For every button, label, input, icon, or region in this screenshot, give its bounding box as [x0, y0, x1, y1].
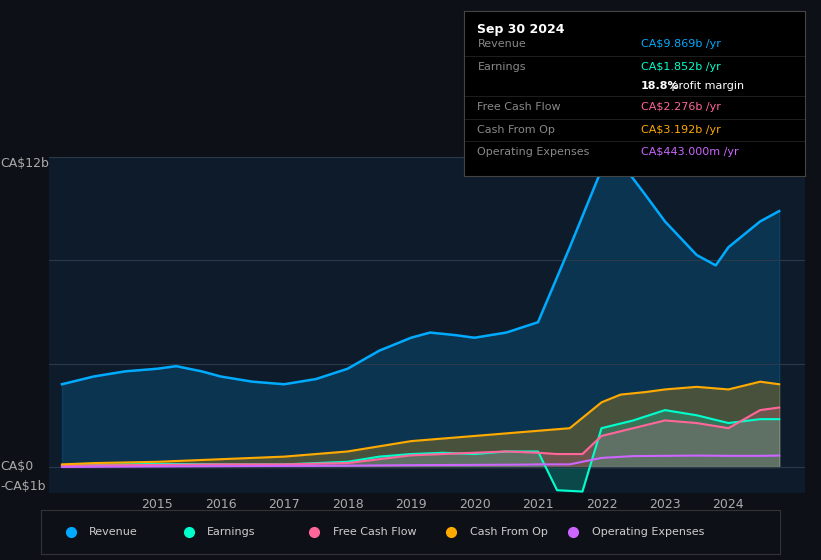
Text: Operating Expenses: Operating Expenses: [591, 527, 704, 537]
Text: Earnings: Earnings: [208, 527, 256, 537]
Text: Revenue: Revenue: [478, 39, 526, 49]
Text: Revenue: Revenue: [89, 527, 138, 537]
Text: Cash From Op: Cash From Op: [478, 125, 555, 135]
Text: CA$443.000m /yr: CA$443.000m /yr: [641, 147, 739, 157]
Text: CA$9.869b /yr: CA$9.869b /yr: [641, 39, 721, 49]
Text: Free Cash Flow: Free Cash Flow: [478, 102, 561, 112]
Text: profit margin: profit margin: [668, 81, 745, 91]
Text: CA$3.192b /yr: CA$3.192b /yr: [641, 125, 721, 135]
Text: Free Cash Flow: Free Cash Flow: [333, 527, 416, 537]
Text: CA$0: CA$0: [0, 460, 34, 473]
Text: Earnings: Earnings: [478, 62, 526, 72]
Text: Cash From Op: Cash From Op: [470, 527, 548, 537]
Text: CA$1.852b /yr: CA$1.852b /yr: [641, 62, 721, 72]
Text: Operating Expenses: Operating Expenses: [478, 147, 589, 157]
Text: -CA$1b: -CA$1b: [0, 480, 46, 493]
Text: CA$2.276b /yr: CA$2.276b /yr: [641, 102, 721, 112]
Text: 18.8%: 18.8%: [641, 81, 680, 91]
Text: CA$12b: CA$12b: [0, 157, 49, 170]
Text: Sep 30 2024: Sep 30 2024: [478, 23, 565, 36]
